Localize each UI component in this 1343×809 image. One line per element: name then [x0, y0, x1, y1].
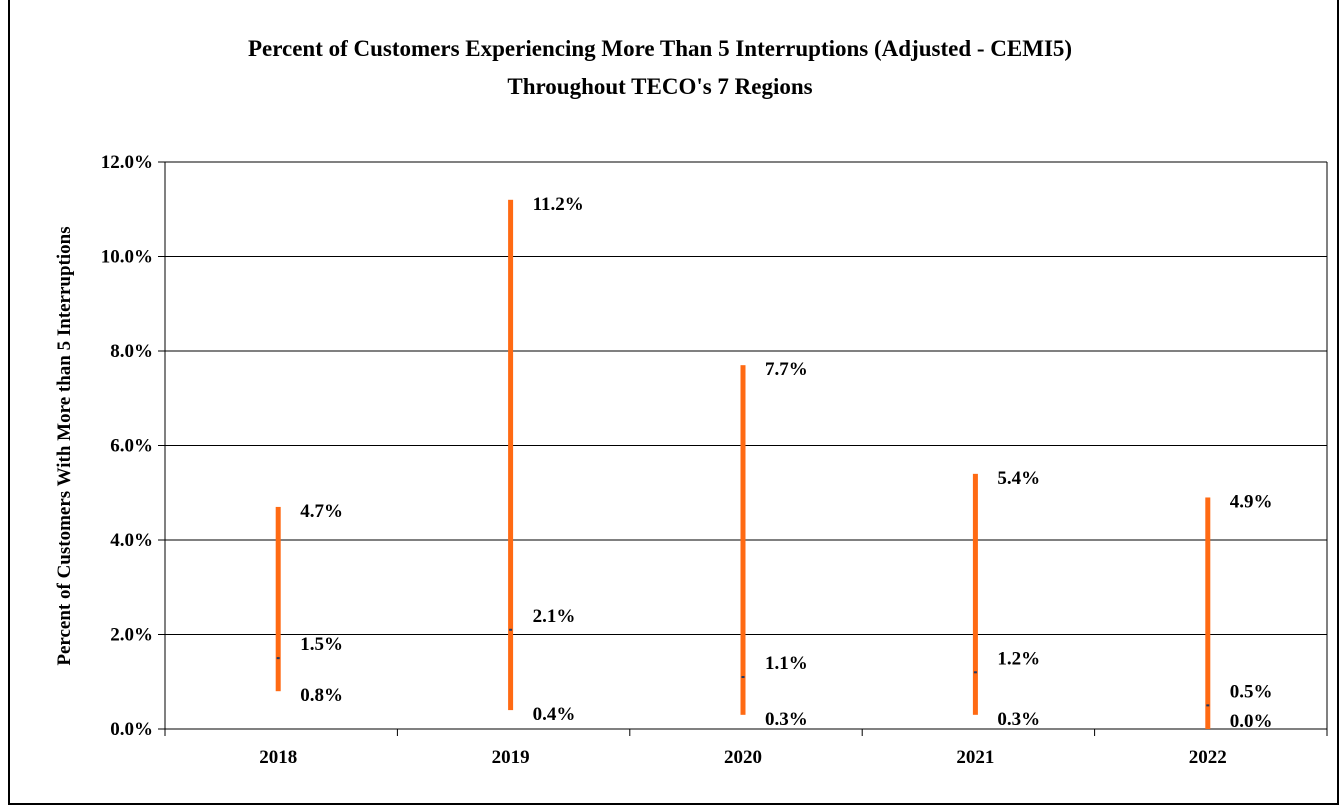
y-tick-label: 0.0%	[110, 719, 153, 740]
low-data-label: 0.0%	[1230, 711, 1273, 732]
y-tick-label: 4.0%	[110, 530, 153, 551]
average-marker	[741, 676, 745, 679]
average-marker	[973, 671, 977, 674]
y-axis-label: Percent of Customers With More than 5 In…	[54, 226, 75, 665]
x-tick-label: 2020	[724, 747, 762, 768]
x-tick-label: 2018	[259, 747, 297, 768]
average-data-label: 1.2%	[997, 648, 1040, 669]
average-data-label: 2.1%	[533, 606, 576, 627]
high-data-label: 11.2%	[533, 194, 584, 215]
low-data-label: 0.8%	[300, 685, 343, 706]
range-bar	[740, 365, 746, 715]
average-data-label: 1.1%	[765, 653, 808, 674]
range-bar	[1205, 497, 1211, 729]
y-tick-label: 6.0%	[110, 436, 153, 457]
range-bar	[508, 199, 514, 711]
y-tick-label: 8.0%	[110, 341, 153, 362]
chart-subtitle: Throughout TECO's 7 Regions	[507, 74, 812, 99]
y-tick-label: 12.0%	[101, 152, 153, 173]
average-marker	[276, 657, 280, 660]
average-data-label: 0.5%	[1230, 681, 1273, 702]
average-data-label: 1.5%	[300, 634, 343, 655]
x-tick-label: 2021	[956, 747, 994, 768]
average-marker	[1206, 704, 1210, 707]
y-tick-label: 10.0%	[101, 247, 153, 268]
range-bar	[972, 473, 978, 715]
chart-title: Percent of Customers Experiencing More T…	[248, 36, 1072, 61]
high-data-label: 4.9%	[1230, 491, 1273, 512]
x-tick-label: 2019	[492, 747, 530, 768]
range-bar	[275, 506, 281, 692]
low-data-label: 0.3%	[997, 709, 1040, 730]
high-data-label: 4.7%	[300, 501, 343, 522]
chart-frame	[8, 0, 1339, 805]
average-marker	[509, 628, 513, 631]
high-data-label: 7.7%	[765, 359, 808, 380]
high-data-label: 5.4%	[997, 468, 1040, 489]
x-tick-label: 2022	[1189, 747, 1227, 768]
y-tick-label: 2.0%	[110, 625, 153, 646]
low-data-label: 0.3%	[765, 709, 808, 730]
low-data-label: 0.4%	[533, 704, 576, 725]
